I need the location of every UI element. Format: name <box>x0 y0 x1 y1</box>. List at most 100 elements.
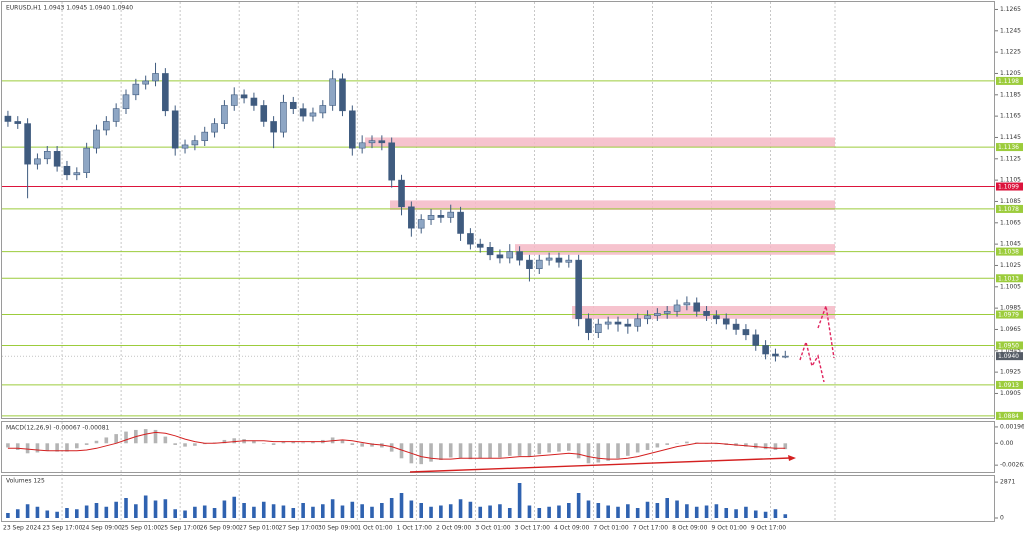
bar <box>311 441 315 444</box>
bar <box>25 443 30 454</box>
bar <box>104 506 109 518</box>
y-tick-label: 1.1165 <box>1000 113 1021 120</box>
bar <box>567 443 571 451</box>
bar <box>675 500 679 518</box>
bar <box>35 506 40 518</box>
level-label: 1.0913 <box>998 382 1019 389</box>
candle-body <box>181 144 189 149</box>
macd-pane <box>1 421 995 473</box>
candle-body <box>555 257 563 263</box>
y-tick-label: 1.1105 <box>1000 177 1021 184</box>
bar <box>557 443 561 452</box>
candle-body <box>742 329 750 336</box>
bar <box>527 505 532 518</box>
bar <box>183 443 187 447</box>
bar <box>84 505 89 518</box>
bar <box>340 505 345 518</box>
bar <box>153 500 158 518</box>
bar <box>419 443 423 465</box>
bar <box>547 443 551 453</box>
bar <box>301 442 305 444</box>
candle-body <box>388 142 395 181</box>
x-tick-label: 7 Oct 17:00 <box>633 525 668 532</box>
bar <box>370 506 374 518</box>
level-label: 1.1078 <box>998 206 1019 213</box>
bar <box>242 503 246 518</box>
bar <box>124 498 128 518</box>
bar <box>576 443 581 459</box>
bar <box>104 437 109 444</box>
x-tick-label: 8 Oct 09:00 <box>672 525 707 532</box>
forecast-path-up <box>817 305 835 359</box>
bar <box>301 503 305 518</box>
bar <box>55 443 59 452</box>
bar <box>439 443 443 460</box>
bar <box>685 504 689 518</box>
bar <box>744 506 748 518</box>
bar <box>655 443 660 448</box>
candle-body <box>575 259 582 320</box>
grid <box>61 2 836 521</box>
candle-body <box>467 233 474 245</box>
candle-body <box>122 94 130 109</box>
bar <box>596 503 601 518</box>
bar <box>350 501 355 518</box>
bar <box>252 506 256 518</box>
candle-body <box>329 78 336 106</box>
level-label: 1.1198 <box>998 78 1019 85</box>
x-tick-label: 4 Oct 09:00 <box>554 525 589 532</box>
candle-body <box>496 254 504 259</box>
bar <box>458 499 463 518</box>
level-tag <box>996 341 1023 350</box>
bar <box>311 506 315 518</box>
y-tick-label: 1.1065 <box>1000 219 1021 226</box>
candle-body <box>4 115 12 122</box>
y-tick-label: 1.1185 <box>1000 91 1021 98</box>
level-label: 1.0884 <box>998 413 1019 420</box>
candle-body <box>516 251 523 261</box>
candle-body <box>63 165 71 176</box>
bar <box>547 506 551 518</box>
candle-body <box>732 323 740 330</box>
chart-title: EURUSD,H1 1.0943 1.0945 1.0940 1.0940 <box>6 5 133 12</box>
bar <box>65 508 69 518</box>
bar <box>55 511 59 518</box>
bar <box>340 439 345 444</box>
bar <box>252 440 256 444</box>
bar <box>75 509 79 518</box>
bar <box>744 443 748 447</box>
y-tick-label: 1.0925 <box>1000 369 1021 376</box>
bar <box>488 443 492 459</box>
bar <box>507 508 512 518</box>
candle-body <box>693 302 701 312</box>
bar <box>724 508 729 518</box>
candle-body <box>457 211 464 234</box>
x-tick-label: 30 Sep 09:00 <box>318 525 358 532</box>
plot-layer: 23 Sep 2024 23 Sep 17:00 24 Sep 09:00 25 Se… <box>2 6 1024 532</box>
bar <box>448 443 453 458</box>
bar <box>517 483 522 518</box>
bar <box>537 443 542 455</box>
bar <box>222 439 227 444</box>
candle-body <box>142 80 149 85</box>
bar <box>124 431 128 444</box>
bar <box>15 443 20 450</box>
volume-title: Volumes 125 <box>6 478 45 485</box>
bar <box>15 509 20 518</box>
candle-body <box>152 73 159 82</box>
candle-body <box>762 345 769 355</box>
bar <box>429 443 433 462</box>
bar <box>163 436 168 444</box>
bar <box>114 501 118 518</box>
zone <box>390 200 835 210</box>
bar <box>281 505 286 518</box>
bar <box>6 443 10 448</box>
bar <box>75 443 79 449</box>
candle-body <box>624 323 632 327</box>
bar <box>330 499 335 518</box>
level-tag <box>996 143 1023 152</box>
x-tick-label: 27 Sep 01:00 <box>239 525 279 532</box>
candle-body <box>349 110 356 149</box>
candle-body <box>103 121 110 131</box>
